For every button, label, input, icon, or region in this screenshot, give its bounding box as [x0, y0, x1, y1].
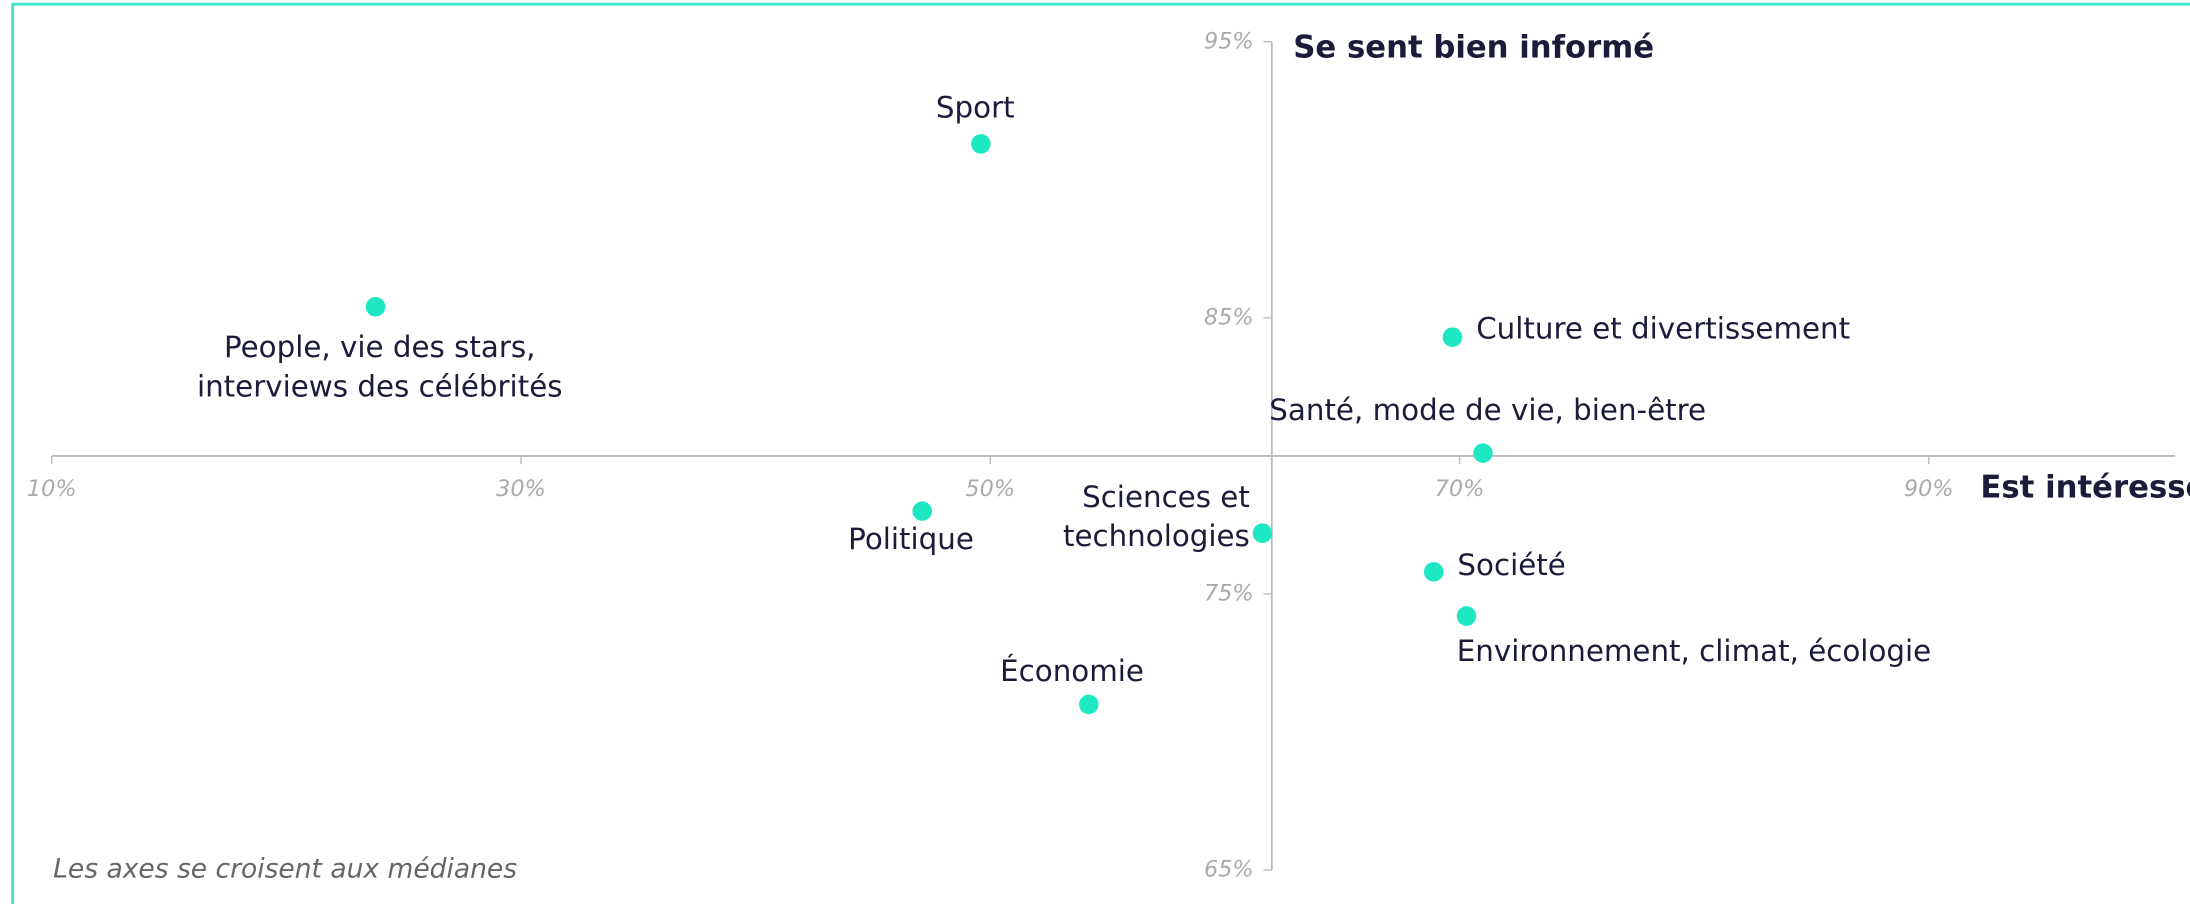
point	[1252, 523, 1273, 543]
x-tick-label: 10%	[27, 476, 77, 502]
point	[1079, 694, 1099, 715]
point-label: interviews des célébrités	[197, 369, 563, 403]
point-label: People, vie des stars,	[224, 330, 535, 364]
point-label: technologies	[1063, 519, 1250, 553]
x-tick-label: 70%	[1435, 476, 1485, 502]
point-label: Culture et divertissement	[1476, 312, 1850, 346]
point-label: Environnement, climat, écologie	[1457, 634, 1931, 668]
x-axis-title: Est intéressé	[1980, 469, 2190, 505]
y-tick-label: 85%	[1204, 304, 1254, 330]
y-tick-label: 95%	[1204, 28, 1254, 54]
point-label: Politique	[848, 522, 974, 556]
note: Les axes se croisent aux médianes	[53, 854, 517, 885]
point-label: Sport	[936, 91, 1015, 125]
point	[1442, 327, 1463, 347]
point	[971, 134, 991, 154]
y-tick-label: 75%	[1204, 580, 1254, 606]
point-label: Économie	[1000, 653, 1144, 688]
point-label: Société	[1457, 548, 1565, 582]
point	[912, 501, 932, 521]
point	[365, 297, 386, 317]
y-axis-title: Se sent bien informé	[1293, 29, 1654, 65]
point	[1473, 443, 1493, 463]
frame	[11, 2, 2190, 904]
x-tick-label: 90%	[1904, 476, 1954, 502]
y-tick-label: 65%	[1204, 857, 1254, 883]
point-label: Santé, mode de vie, bien-être	[1269, 393, 1706, 427]
point-label: Sciences et	[1082, 480, 1250, 514]
point	[1456, 606, 1477, 626]
point	[1423, 562, 1444, 582]
x-tick-label: 50%	[965, 476, 1015, 502]
x-tick-label: 30%	[496, 476, 546, 502]
